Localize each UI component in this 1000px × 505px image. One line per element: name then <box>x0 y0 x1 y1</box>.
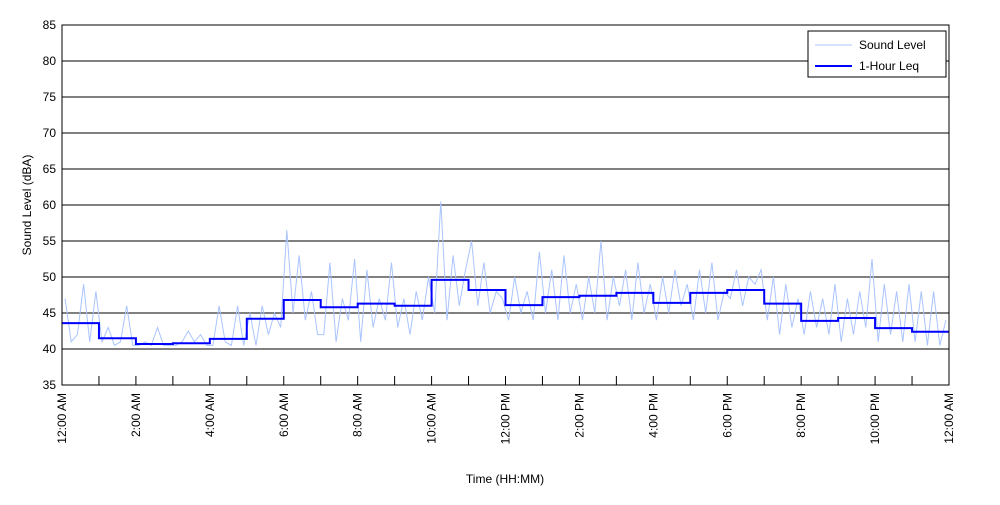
y-axis-label: Sound Level (dBA) <box>20 155 34 256</box>
legend-label-sound-level: Sound Level <box>859 38 926 52</box>
y-tick-label: 35 <box>43 378 57 392</box>
y-tick-label: 55 <box>43 234 57 248</box>
x-tick-label: 2:00 PM <box>572 393 586 438</box>
legend-label-leq: 1-Hour Leq <box>859 59 919 73</box>
y-tick-label: 60 <box>43 198 57 212</box>
x-tick-label: 12:00 PM <box>499 393 513 444</box>
y-tick-label: 85 <box>43 18 57 32</box>
y-tick-labels: 35 40 45 50 55 60 65 70 75 80 85 <box>43 18 57 392</box>
x-tick-labels: 12:00 AM 2:00 AM 4:00 AM 6:00 AM 8:00 AM 10:0… <box>55 376 956 444</box>
y-tick-label: 50 <box>43 270 57 284</box>
x-tick-label: 8:00 AM <box>351 393 365 437</box>
sound-level-line <box>64 201 947 347</box>
legend: Sound Level 1-Hour Leq <box>807 30 947 78</box>
y-tick-label: 70 <box>43 126 57 140</box>
y-tick-label: 65 <box>43 162 57 176</box>
x-tick-label: 4:00 PM <box>646 393 660 438</box>
x-tick-label: 2:00 AM <box>129 393 143 437</box>
y-tick-label: 80 <box>43 54 57 68</box>
y-tick-label: 40 <box>43 342 57 356</box>
x-tick-label: 6:00 PM <box>720 393 734 438</box>
grid-lines <box>62 24 949 386</box>
x-tick-label: 12:00 AM <box>55 393 69 444</box>
x-tick-label: 4:00 AM <box>203 393 217 437</box>
legend-box <box>807 30 947 78</box>
x-tick-label: 8:00 PM <box>794 393 808 438</box>
x-tick-label: 12:00 AM <box>942 393 956 444</box>
x-tick-label: 10:00 PM <box>868 393 882 444</box>
y-tick-label: 45 <box>43 306 57 320</box>
x-tick-label: 10:00 AM <box>425 393 439 444</box>
plot-frame <box>61 24 950 386</box>
y-tick-label: 75 <box>43 90 57 104</box>
series-lines <box>62 201 949 347</box>
x-tick-label: 6:00 AM <box>277 393 291 437</box>
x-axis-label: Time (HH:MM) <box>466 472 544 486</box>
leq-step-line <box>62 278 949 345</box>
